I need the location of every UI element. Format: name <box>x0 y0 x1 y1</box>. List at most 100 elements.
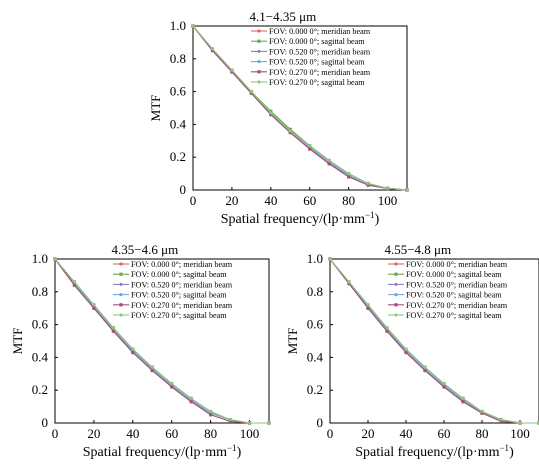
legend-marker <box>257 70 261 74</box>
data-point <box>347 279 351 284</box>
y-tick-label: 0.6 <box>170 84 187 99</box>
data-point <box>347 175 351 179</box>
legend-marker <box>394 272 398 276</box>
x-tick-label: 0 <box>52 426 59 441</box>
mtf-panel-3: 4.55−4.8 μm 0 0.2 0.4 0.6 0.8 1.0 0 20 40 60 80 100 M… <box>285 242 539 460</box>
data-point <box>307 143 312 148</box>
data-point <box>346 171 351 176</box>
data-point <box>308 147 312 151</box>
y-tick-label: 0.8 <box>307 284 323 299</box>
x-axis-label-sup: −1 <box>499 443 509 453</box>
data-point <box>480 409 484 414</box>
x-tick-label: 60 <box>165 426 178 441</box>
legend-marker <box>119 272 123 276</box>
x-axis-label-main: Spatial frequency/(lp·mm <box>355 445 499 460</box>
legend-marker <box>257 60 261 64</box>
x-tick-label: 60 <box>438 426 451 441</box>
y-tick-label: 0.8 <box>32 284 48 299</box>
y-tick-label: 0.8 <box>170 51 186 66</box>
data-point <box>189 400 193 404</box>
data-point <box>228 417 233 422</box>
legend-entry: FOV: 0.000 0°; meridian beam <box>131 260 233 269</box>
data-point <box>53 257 57 261</box>
x-tick-label: 20 <box>225 193 238 208</box>
data-point <box>210 46 215 51</box>
x-tick-label: 100 <box>510 426 530 441</box>
y-tick-label: 0 <box>180 182 187 197</box>
x-axis-label-close: ) <box>509 445 514 460</box>
x-axis-label-sup: −1 <box>227 443 237 453</box>
data-point <box>442 381 446 386</box>
series-6 <box>191 24 409 192</box>
y-axis-label: MTF <box>148 95 163 122</box>
data-point <box>169 381 174 386</box>
data-point <box>91 302 96 307</box>
legend-marker <box>394 293 398 297</box>
series-line <box>329 258 539 424</box>
legend-entry: FOV: 0.270 0°; meridian beam <box>269 68 371 77</box>
legend-marker <box>119 262 123 266</box>
data-point <box>404 350 408 355</box>
legend-entry: FOV: 0.270 0°; sagittal beam <box>406 311 502 320</box>
data-point <box>150 368 154 373</box>
data-point <box>366 302 370 307</box>
y-tick-label: 0.2 <box>32 382 48 397</box>
data-point <box>111 325 116 330</box>
data-point <box>208 409 213 414</box>
y-tick-label: 0.6 <box>307 317 324 332</box>
legend-marker <box>119 313 123 317</box>
data-point <box>268 110 273 115</box>
legend-entry: FOV: 0.520 0°; meridian beam <box>131 280 233 289</box>
y-axis-label: MTF <box>10 328 25 355</box>
legend-marker <box>394 303 398 307</box>
x-tick-label: 40 <box>400 426 413 441</box>
legend-marker <box>119 303 123 307</box>
legend-entry: FOV: 0.520 0°; sagittal beam <box>269 58 365 67</box>
legend-entry: FOV: 0.520 0°; sagittal beam <box>131 291 227 300</box>
series-6 <box>53 257 271 425</box>
data-point <box>385 325 389 330</box>
y-tick-label: 0.4 <box>307 349 324 364</box>
data-point <box>404 347 408 352</box>
x-tick-label: 40 <box>126 426 139 441</box>
data-point <box>247 421 252 425</box>
mtf-panel-2: 4.35−4.6 μm 0 0.2 0.4 0.6 0.8 1.0 0 20 40 60 80 100 M… <box>10 242 271 460</box>
legend-entry: FOV: 0.000 0°; sagittal beam <box>131 270 227 279</box>
legend-entry: FOV: 0.270 0°; sagittal beam <box>269 78 365 87</box>
y-tick-label: 0.2 <box>170 149 186 164</box>
legend-entry: FOV: 0.520 0°; meridian beam <box>269 47 371 56</box>
chart-title: 4.1−4.35 μm <box>250 9 317 24</box>
data-point <box>170 385 174 389</box>
data-point <box>423 365 427 370</box>
x-tick-label: 20 <box>362 426 375 441</box>
legend-marker <box>257 39 261 43</box>
plot-frame <box>54 258 270 424</box>
legend-entry: FOV: 0.000 0°; meridian beam <box>269 27 371 36</box>
legend-marker <box>119 293 123 297</box>
chart-title: 4.55−4.8 μm <box>384 242 451 257</box>
legend-entry: FOV: 0.270 0°; sagittal beam <box>131 311 227 320</box>
data-point <box>131 350 135 355</box>
data-point <box>327 158 332 163</box>
mtf-panel-1: 4.1−4.35 μm 0 0.2 0.4 0.6 0.8 1.0 0 20 40 60 80 100 M… <box>148 9 409 227</box>
data-point <box>267 421 271 425</box>
legend-entry: FOV: 0.270 0°; meridian beam <box>131 301 233 310</box>
data-point <box>249 89 254 94</box>
legend-entry: FOV: 0.000 0°; meridian beam <box>406 260 508 269</box>
plot-frame <box>192 25 408 191</box>
legend-marker <box>394 262 398 266</box>
x-axis-label: Spatial frequency/(lp·mm−1) <box>355 443 514 460</box>
data-point <box>385 186 390 191</box>
legend-entry: FOV: 0.520 0°; sagittal beam <box>406 291 502 300</box>
legend-entry: FOV: 0.520 0°; meridian beam <box>406 280 508 289</box>
x-tick-label: 80 <box>476 426 489 441</box>
series-line <box>54 258 269 424</box>
chart-title: 4.35−4.6 μm <box>112 242 179 257</box>
x-tick-label: 100 <box>378 193 398 208</box>
series-line <box>192 25 408 191</box>
data-point <box>518 421 522 425</box>
data-point <box>461 400 465 404</box>
data-point <box>328 257 332 261</box>
